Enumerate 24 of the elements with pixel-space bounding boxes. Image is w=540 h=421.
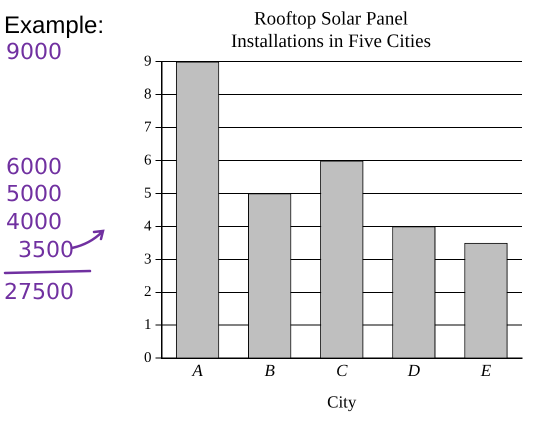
- text: 27500: [4, 280, 74, 305]
- text: 9000: [6, 40, 62, 65]
- text: 6000: [6, 155, 62, 180]
- y-tick-label: 0: [144, 350, 152, 366]
- y-tick-label: 6: [144, 152, 152, 168]
- y-tick-label: 8: [144, 86, 152, 102]
- text: Example:: [4, 12, 104, 40]
- x-tick-label: D: [406, 360, 421, 380]
- text: 3500: [18, 238, 74, 263]
- text: 5000: [6, 182, 62, 207]
- text: 4000: [6, 210, 62, 235]
- x-axis-title: City: [327, 392, 357, 412]
- x-tick-label: B: [264, 360, 276, 380]
- y-tick-label: 5: [144, 185, 152, 202]
- x-tick-label: E: [480, 360, 492, 380]
- chart-title: Rooftop Solar Panel Installations in Five Cities: [230, 8, 432, 52]
- x-tick-label: A: [191, 360, 204, 380]
- y-tick-label: 7: [144, 119, 152, 136]
- x-tick-label: C: [336, 360, 348, 380]
- y-tick-label: 4: [144, 218, 152, 234]
- y-tick-label: 2: [144, 284, 152, 300]
- y-tick-label: 3: [144, 251, 152, 268]
- y-tick-label: 9: [144, 54, 152, 70]
- y-tick-label: 1: [144, 317, 152, 334]
